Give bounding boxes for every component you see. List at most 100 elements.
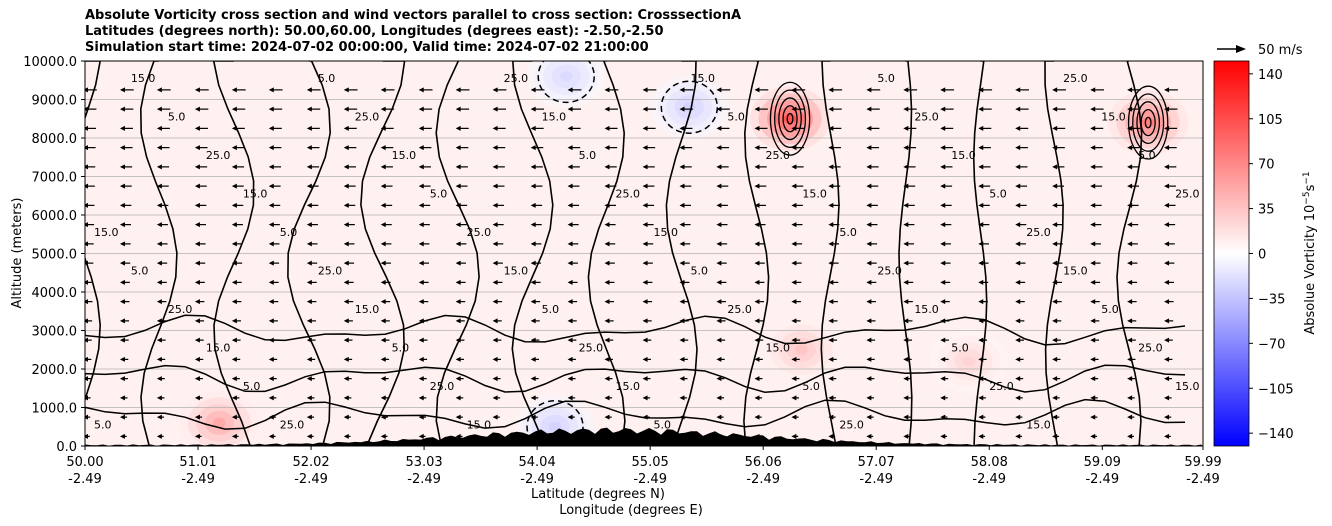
wind-vector-head — [1164, 279, 1170, 285]
x-tick-label-lat: 56.06 — [745, 455, 782, 470]
contour-label: 15.0 — [1063, 265, 1088, 278]
wind-vector-head — [492, 299, 498, 305]
wind-vector-head — [1015, 395, 1021, 401]
wind-vector-head — [642, 106, 648, 112]
reference-vector-key: 50 m/s — [1217, 43, 1303, 58]
x-axis: 50.00 -2.49 51.01 -2.49 52.02 -2.49 53.03 -2.49… — [66, 446, 1222, 487]
wind-vector-head — [828, 299, 834, 305]
wind-vector-head — [306, 395, 312, 401]
chart-title: Absolute Vorticity cross section and win… — [85, 8, 741, 56]
contour-label: 15.0 — [467, 419, 492, 432]
wind-vector-head — [194, 356, 200, 362]
wind-vector-head — [828, 376, 834, 382]
wind-vector-head — [1127, 202, 1133, 208]
wind-vector-head — [791, 125, 797, 131]
wind-vector-head — [903, 414, 909, 420]
wind-vector-head — [754, 279, 760, 285]
wind-vector-head — [1164, 222, 1170, 228]
wind-vector-head — [306, 106, 312, 112]
wind-vector-head — [940, 202, 946, 208]
contour-label: 5.0 — [802, 380, 820, 393]
wind-vector-head — [231, 260, 237, 266]
wind-vector-head — [828, 395, 834, 401]
wind-vector-head — [978, 433, 984, 439]
wind-vector-head — [268, 202, 274, 208]
wind-vector-head — [978, 318, 984, 324]
wind-vector-head — [268, 125, 274, 131]
wind-vector-head — [754, 299, 760, 305]
y-tick-label: 8000.0 — [32, 132, 78, 147]
wind-vector-head — [828, 222, 834, 228]
contour-ring — [1140, 108, 1156, 137]
title-line-1: Absolute Vorticity cross section and win… — [85, 8, 742, 23]
wind-vector-head — [306, 376, 312, 382]
wind-vector-head — [1052, 164, 1058, 170]
wind-vector-head — [567, 222, 573, 228]
wind-vector-head — [85, 395, 88, 401]
wind-vector-head — [679, 202, 685, 208]
y-tick-label: 0.0 — [56, 440, 77, 455]
wind-vector-head — [268, 87, 274, 93]
wind-vector-head — [1127, 87, 1133, 93]
wind-vector-head — [604, 299, 610, 305]
negative-contour — [660, 80, 719, 134]
colorbar: 140 105 70 35 0 −35 −70 −105 −140 Absolue Vortic… — [1213, 60, 1318, 447]
contour-label: 15.0 — [131, 72, 156, 85]
wind-vector-head — [1090, 222, 1096, 228]
wind-vector-head — [306, 183, 312, 189]
wind-vector-head — [119, 145, 125, 151]
wind-vector-head — [642, 183, 648, 189]
wind-vector-head — [940, 299, 946, 305]
wind-vector-head — [119, 202, 125, 208]
wind-vector-head — [306, 433, 312, 439]
contour-ring — [782, 105, 798, 133]
wind-vector-head — [903, 164, 909, 170]
wind-vector-head — [492, 356, 498, 362]
contour-line — [85, 364, 1186, 394]
wind-vector-head — [1052, 87, 1058, 93]
wind-vector-head — [940, 183, 946, 189]
wind-vector-head — [492, 414, 498, 420]
wind-vector-head — [1015, 241, 1021, 247]
wind-vector-head — [866, 356, 872, 362]
wind-vector-head — [1015, 337, 1021, 343]
wind-vector-head — [492, 106, 498, 112]
wind-vector-head — [156, 202, 162, 208]
contour-line — [820, 61, 840, 446]
wind-vector-head — [1090, 337, 1096, 343]
wind-vector-head — [567, 260, 573, 266]
wind-vector-head — [716, 241, 722, 247]
title-line-2: Latitudes (degrees north): 50.00,60.00, … — [85, 24, 664, 39]
wind-vector-head — [567, 145, 573, 151]
wind-vector-head — [455, 356, 461, 362]
wind-vector-head — [828, 106, 834, 112]
wind-vector-head — [418, 202, 424, 208]
x-tick-label-lon: -2.49 — [294, 472, 328, 487]
wind-vector-head — [1052, 260, 1058, 266]
wind-vector-head — [156, 222, 162, 228]
wind-vector-head — [978, 414, 984, 420]
wind-vector-head — [268, 106, 274, 112]
wind-vector-head — [567, 279, 573, 285]
vorticity-patch — [1141, 117, 1155, 128]
wind-vector-head — [194, 395, 200, 401]
contour-label: 15.0 — [355, 303, 380, 316]
colorbar-label: Absolue Vorticity 10−5s−1 — [1302, 171, 1318, 334]
terrain-silhouette — [85, 427, 1203, 446]
wind-vector-head — [978, 202, 984, 208]
wind-vector-head — [156, 376, 162, 382]
colorbar-tick-label: 35 — [1258, 203, 1275, 218]
wind-vector-head — [1052, 299, 1058, 305]
wind-vector-head — [791, 433, 797, 439]
wind-vector-head — [530, 337, 536, 343]
wind-vector-head — [1015, 299, 1021, 305]
contour-label: 5.0 — [542, 303, 560, 316]
wind-vector-head — [791, 337, 797, 343]
wind-vector-head — [791, 318, 797, 324]
wind-vector-head — [978, 106, 984, 112]
wind-vector-head — [679, 183, 685, 189]
wind-vector-head — [231, 164, 237, 170]
wind-vector-head — [455, 145, 461, 151]
contour-label: 15.0 — [839, 34, 864, 47]
contour-label: 25.0 — [1026, 226, 1051, 239]
